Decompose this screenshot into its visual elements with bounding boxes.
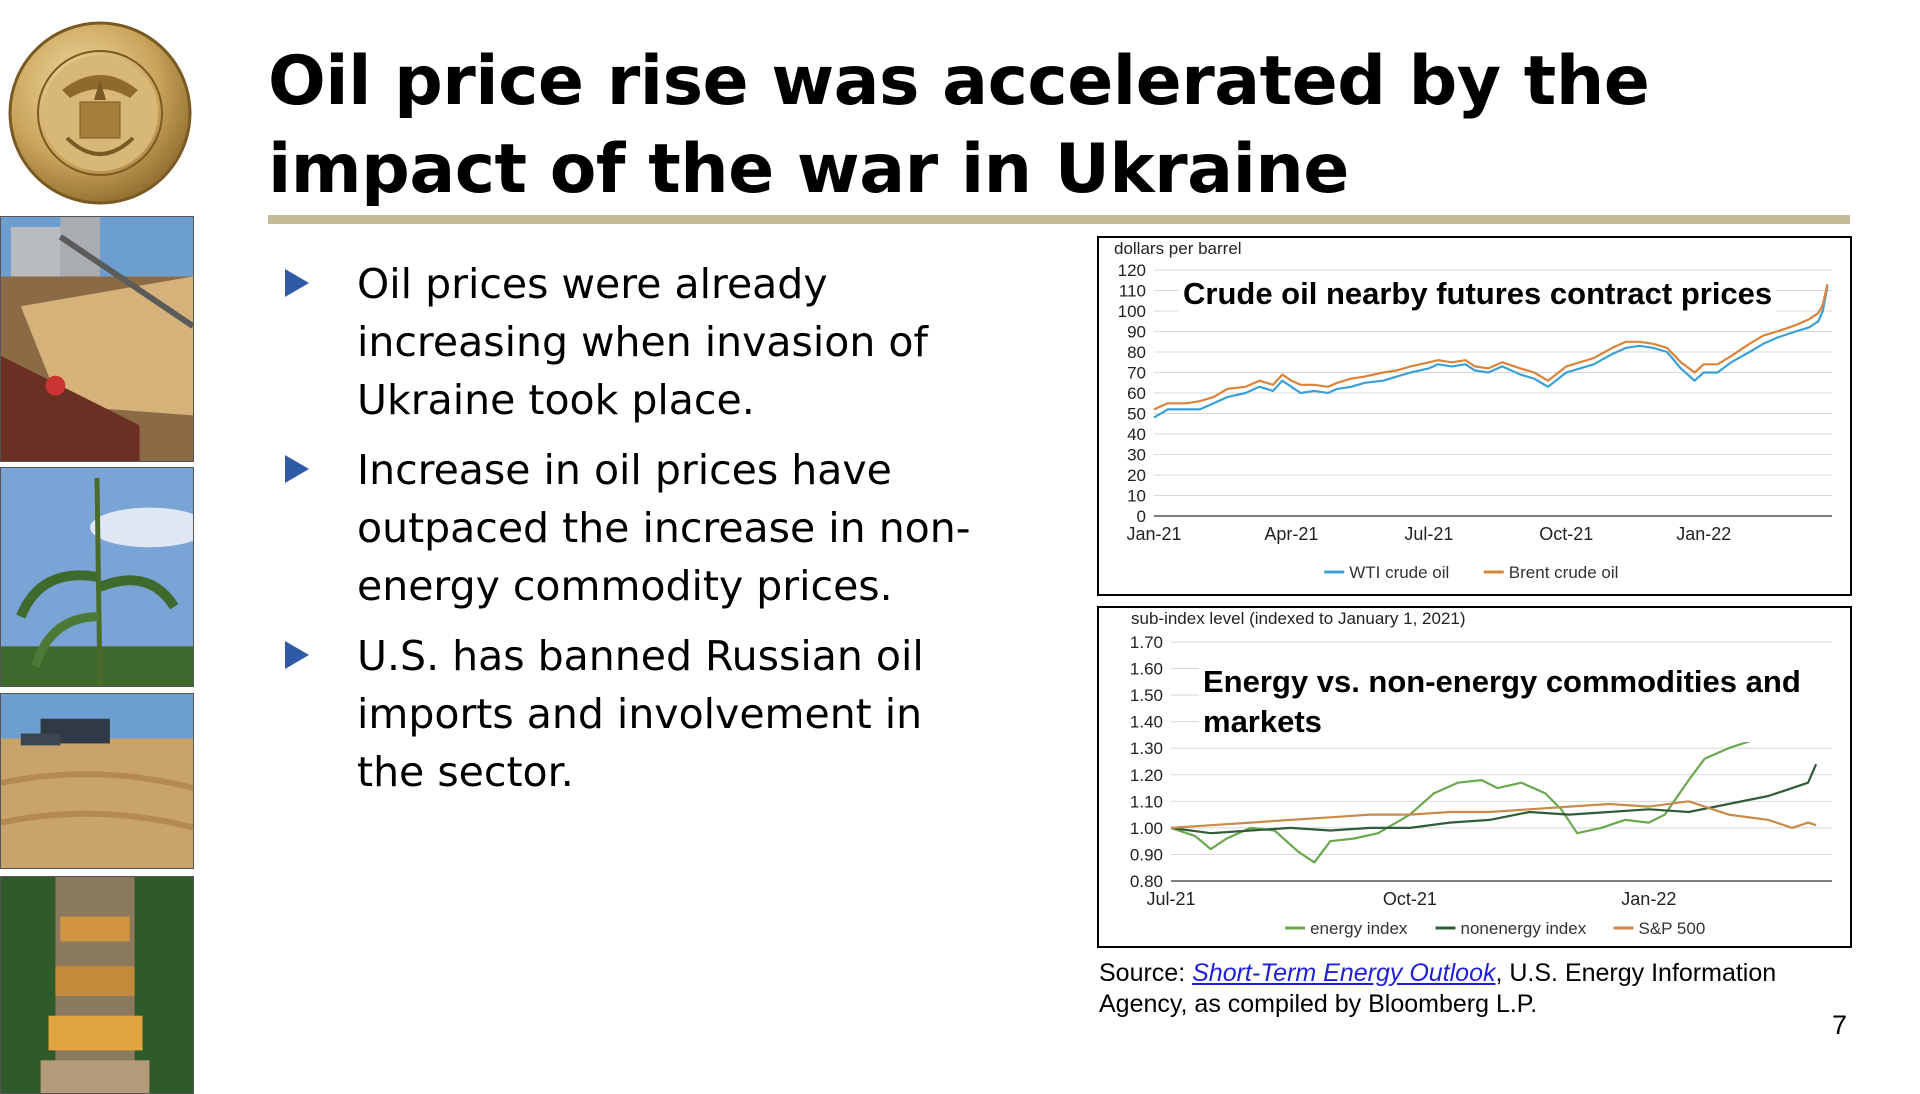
crude-y-tick-label: 120 xyxy=(1118,261,1146,280)
commodities-chart-title: Energy vs. non-energy commodities and ma… xyxy=(1199,662,1850,742)
bullet-item: U.S. has banned Russian oil imports and … xyxy=(285,627,985,801)
bullet-item: Increase in oil prices have outpaced the… xyxy=(285,441,985,615)
crude-x-tick-label: Jul-21 xyxy=(1404,524,1453,544)
commod-x-tick-label: Jan-22 xyxy=(1621,889,1676,909)
commod-legend-label: nonenergy index xyxy=(1461,919,1587,938)
crude-y-tick-label: 110 xyxy=(1119,282,1146,301)
commod-y-tick-label: 0.80 xyxy=(1130,872,1163,891)
commod-x-tick-label: Oct-21 xyxy=(1383,889,1437,909)
bullet-text: Oil prices were already increasing when … xyxy=(357,260,928,424)
commod-series-nonenergy-index xyxy=(1170,763,1818,835)
commod-legend: energy index nonenergy index S&P 500 xyxy=(1285,919,1705,938)
bullet-text: U.S. has banned Russian oil imports and … xyxy=(357,632,924,796)
triangle-bullet-icon xyxy=(285,455,309,483)
crude-legend-label: WTI crude oil xyxy=(1349,563,1449,582)
source-link[interactable]: Short-Term Energy Outlook xyxy=(1192,959,1496,987)
crude-y-tick-label: 20 xyxy=(1127,466,1146,485)
commod-x-tick-label: Jul-21 xyxy=(1146,889,1195,909)
crude-x-tick-label: Jan-21 xyxy=(1126,524,1181,544)
crude-y-tick-label: 0 xyxy=(1137,507,1146,526)
triangle-bullet-icon xyxy=(285,641,309,669)
crude-y-tick-label: 40 xyxy=(1127,425,1146,444)
bullet-item: Oil prices were already increasing when … xyxy=(285,255,985,429)
fca-seal-logo xyxy=(2,20,198,206)
crude-y-axis-label: dollars per barrel xyxy=(1114,239,1242,258)
grain-harvest-photo xyxy=(0,216,194,462)
commod-y-tick-label: 1.30 xyxy=(1130,739,1163,758)
crude-x-tick-label: Apr-21 xyxy=(1264,524,1318,544)
wheat-combine-photo xyxy=(0,693,194,869)
source-note: Source: Short-Term Energy Outlook, U.S. … xyxy=(1099,958,1859,1020)
crude-x-tick-label: Oct-21 xyxy=(1539,524,1593,544)
corn-stalk-photo xyxy=(0,467,194,687)
crude-y-tick-label: 80 xyxy=(1127,343,1146,362)
crude-y-tick-label: 50 xyxy=(1127,405,1146,424)
commod-series-s-p-500 xyxy=(1170,800,1817,829)
crude-legend-label: Brent crude oil xyxy=(1509,563,1619,582)
crude-oil-chart-title: Crude oil nearby futures contract prices xyxy=(1179,274,1777,314)
bullet-text: Increase in oil prices have outpaced the… xyxy=(357,446,971,610)
commod-y-tick-label: 1.70 xyxy=(1130,633,1163,652)
orange-crates-photo xyxy=(0,876,194,1094)
crude-x-tick-label: Jan-22 xyxy=(1676,524,1731,544)
commod-y-tick-label: 1.50 xyxy=(1130,686,1163,705)
source-prefix: Source: xyxy=(1099,959,1193,987)
triangle-bullet-icon xyxy=(285,269,309,297)
crude-series-brent-crude-oil xyxy=(1153,284,1829,411)
crude-oil-chart: dollars per barrel 0 10 20 30 40 50 60 70 80 90 100… xyxy=(1097,236,1852,596)
commod-y-tick-label: 1.20 xyxy=(1130,766,1163,785)
bullet-list: Oil prices were already increasing when … xyxy=(285,255,985,813)
crude-y-tick-label: 100 xyxy=(1118,302,1146,321)
title-divider xyxy=(268,215,1850,224)
source-suffix: , U.S. Energy Information Agency, as com… xyxy=(1099,959,1777,1018)
crude-y-tick-label: 30 xyxy=(1127,446,1146,465)
crude-series-wti-crude-oil xyxy=(1153,286,1829,419)
commodities-chart-svg: sub-index level (indexed to January 1, 2… xyxy=(1130,609,1832,938)
commod-legend-label: energy index xyxy=(1310,919,1408,938)
crude-y-tick-label: 90 xyxy=(1127,323,1146,342)
commod-y-tick-label: 0.90 xyxy=(1130,845,1163,864)
commodities-chart: sub-index level (indexed to January 1, 2… xyxy=(1097,606,1852,948)
page-title: Oil price rise was accelerated by the im… xyxy=(268,42,1650,209)
commod-y-tick-label: 1.60 xyxy=(1130,660,1163,679)
crude-y-tick-label: 60 xyxy=(1127,384,1146,403)
commod-y-tick-label: 1.00 xyxy=(1130,819,1163,838)
crude-y-tick-label: 10 xyxy=(1127,487,1146,506)
crude-y-tick-label: 70 xyxy=(1127,364,1146,383)
commod-y-axis-label: sub-index level (indexed to January 1, 2… xyxy=(1131,609,1466,628)
commod-y-tick-label: 1.10 xyxy=(1130,792,1163,811)
crude-legend: WTI crude oil Brent crude oil xyxy=(1324,563,1618,582)
page-number: 7 xyxy=(1832,1010,1848,1040)
commod-legend-label: S&P 500 xyxy=(1639,919,1706,938)
commod-y-tick-label: 1.40 xyxy=(1130,713,1163,732)
